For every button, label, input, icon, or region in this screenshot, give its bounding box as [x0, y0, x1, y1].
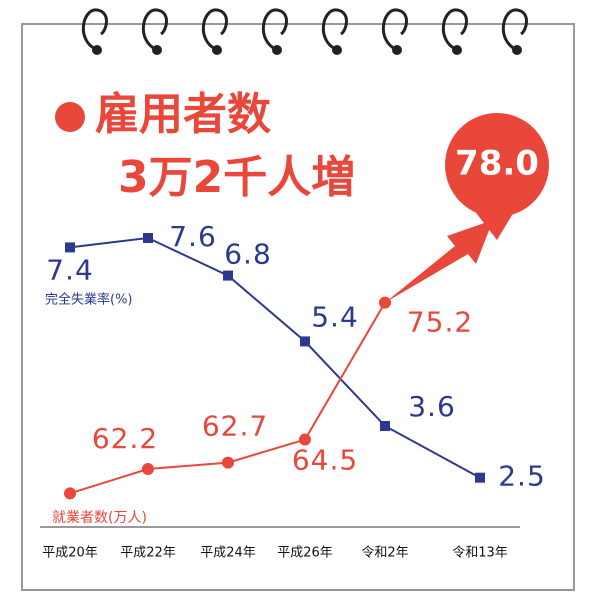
ring	[381, 8, 408, 52]
x-tick-label: 平成20年	[42, 546, 98, 561]
ring-hole	[152, 45, 162, 55]
point	[222, 456, 234, 469]
ring-hole	[332, 45, 342, 55]
data-label: 64.5	[292, 444, 358, 477]
x-tick-label: 平成26年	[277, 546, 333, 561]
data-label: 75.2	[407, 306, 473, 339]
ring-hole	[452, 45, 462, 55]
ring-hole	[212, 45, 222, 55]
x-tick-label: 令和2年	[361, 546, 408, 561]
data-label: 5.4	[311, 300, 359, 333]
ring-hole	[392, 45, 402, 55]
chart-subtitle: 3万2千人増	[118, 152, 355, 203]
point	[380, 421, 390, 431]
arrow	[385, 220, 493, 303]
ring	[141, 8, 168, 52]
x-tick-label: 平成24年	[200, 546, 256, 561]
callout-tail	[470, 205, 515, 240]
callout-label: 78.0	[455, 144, 539, 184]
point	[142, 463, 154, 475]
ring	[441, 8, 468, 52]
x-tick-label: 令和13年	[452, 546, 508, 561]
chart-title: 雇用者数	[95, 89, 271, 140]
data-label: 62.2	[92, 422, 158, 455]
ring	[321, 8, 348, 52]
ring-hole	[272, 45, 282, 55]
ring	[261, 8, 288, 52]
point	[64, 487, 76, 500]
ring-hole	[512, 45, 522, 55]
point	[223, 270, 233, 281]
point	[143, 233, 153, 243]
data-label: 7.6	[169, 220, 217, 253]
ring	[501, 8, 528, 52]
ring	[201, 8, 228, 52]
point	[300, 336, 310, 347]
data-label: 62.7	[202, 410, 268, 443]
ring	[81, 8, 108, 52]
series-label: 就業者数(万人)	[52, 510, 147, 526]
point	[475, 472, 485, 483]
data-label: 7.4	[46, 253, 94, 286]
spiral-rings	[81, 8, 528, 55]
point	[299, 433, 311, 446]
data-label: 2.5	[498, 460, 546, 493]
series-line	[69, 236, 481, 479]
callout	[445, 113, 549, 217]
x-tick-label: 平成22年	[120, 546, 176, 561]
point	[65, 242, 75, 253]
data-label: 6.8	[224, 238, 272, 271]
data-label: 3.6	[408, 390, 456, 423]
series-label: 完全失業率(%)	[45, 292, 133, 308]
ring-hole	[92, 45, 102, 55]
title-bullet	[55, 102, 85, 132]
